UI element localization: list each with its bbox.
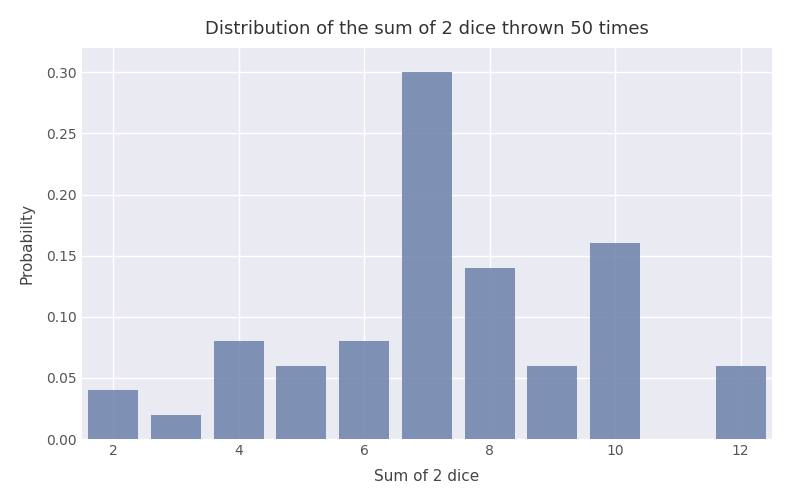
X-axis label: Sum of 2 dice: Sum of 2 dice xyxy=(375,469,479,484)
Bar xyxy=(214,341,264,439)
Bar xyxy=(339,341,389,439)
Title: Distribution of the sum of 2 dice thrown 50 times: Distribution of the sum of 2 dice thrown… xyxy=(205,20,649,38)
Bar xyxy=(276,366,326,439)
Bar xyxy=(88,390,138,439)
Y-axis label: Probability: Probability xyxy=(20,203,35,284)
Bar xyxy=(527,366,577,439)
Bar xyxy=(715,366,766,439)
Bar xyxy=(150,415,201,439)
Bar xyxy=(465,268,515,439)
Bar xyxy=(402,73,452,439)
Bar xyxy=(590,243,640,439)
